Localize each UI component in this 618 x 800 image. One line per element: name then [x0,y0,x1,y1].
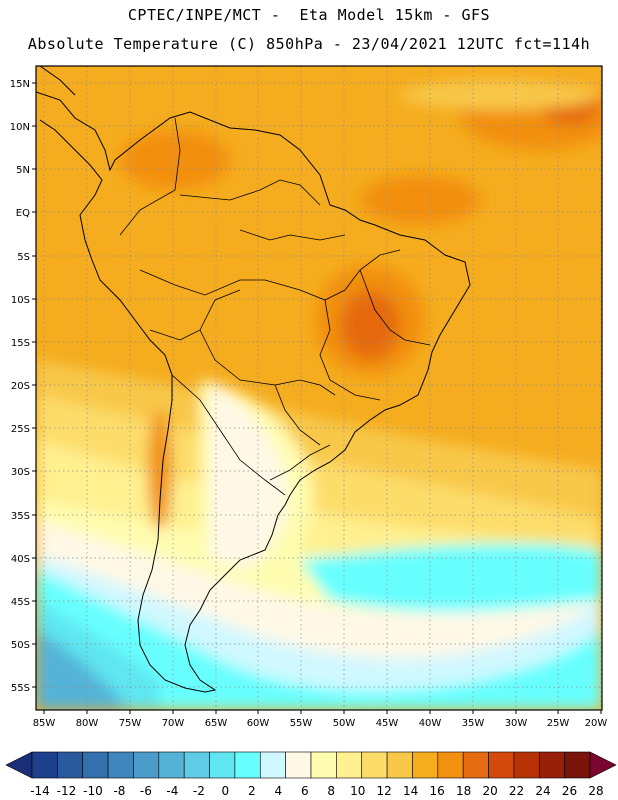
lat-label: 5N [16,165,30,176]
colorbar-swatch [412,751,439,779]
lon-label: 40W [419,718,442,729]
colorbar-swatch [336,751,363,779]
colorbar-swatch [31,751,58,779]
lon-label: 45W [376,718,399,729]
colorbar-tick-label: 2 [248,784,256,798]
colorbar-swatch [285,751,312,779]
colorbar-swatch [386,751,413,779]
lat-label: 15N [10,79,30,90]
colorbar-tick-label: 26 [562,784,577,798]
lon-label: 85W [33,718,56,729]
colorbar-swatch [564,751,591,779]
lon-label: 20W [585,718,608,729]
lon-label: 55W [290,718,313,729]
country-borders [119,117,431,496]
lat-label: 25S [11,424,30,435]
colorbar-tick-label: -6 [140,784,152,798]
colorbar-tick-label: 8 [327,784,335,798]
colorbar-swatch [158,751,185,779]
colorbar-swatch [57,751,84,779]
colorbar-tick-label: -2 [193,784,205,798]
colorbar-tick-label: 28 [588,784,603,798]
colorbar-tick-label: -10 [83,784,103,798]
lat-label: 50S [11,640,30,651]
colorbar-swatch [209,751,236,779]
map-frame [35,65,603,711]
colorbar [5,751,617,779]
temperature-field [36,66,602,710]
colorbar-swatch [437,751,464,779]
colorbar-swatch [361,751,388,779]
map-graticule [36,66,602,710]
lon-label: 30W [505,718,528,729]
colorbar-swatch [310,751,337,779]
colorbar-labels: -14 -12 -10 -8 -6 -4 -2 0 2 4 6 8 10 12 14 16 18 20 22 24 26… [30,784,603,798]
colorbar-tick-label: 6 [301,784,309,798]
lon-label: 65W [205,718,228,729]
lon-label: 80W [76,718,99,729]
lon-label: 35W [462,718,485,729]
colorbar-low-arrow [5,751,33,779]
lat-label: 35S [11,511,30,522]
colorbar-tick-label: 4 [274,784,282,798]
colorbar-tick-label: -12 [57,784,77,798]
lon-label: 70W [162,718,185,729]
colorbar-tick-label: 22 [509,784,524,798]
colorbar-swatch [462,751,489,779]
lon-label: 75W [119,718,142,729]
colorbar-swatch [538,751,565,779]
colorbar-tick-label: 18 [456,784,471,798]
longitude-labels: 85W 80W 75W 70W 65W 60W 55W 50W 45W 40W … [33,718,608,729]
lat-label: 55S [11,683,30,694]
map-subtitle: Absolute Temperature (C) 850hPa - 23/04/… [27,35,591,53]
map-title: CPTEC/INPE/MCT - Eta Model 15km - GFS [127,6,491,24]
colorbar-tick-label: 16 [430,784,445,798]
colorbar-tick-label: 0 [222,784,230,798]
lon-label: 50W [333,718,356,729]
colorbar-tick-label: 12 [377,784,392,798]
lat-label: 20S [11,381,30,392]
colorbar-tick-label: -4 [166,784,178,798]
colorbar-tick-label: -8 [113,784,125,798]
lat-label: EQ [16,208,30,219]
colorbar-swatch [513,751,540,779]
colorbar-swatch [183,751,210,779]
lat-label: 10N [10,122,30,133]
lon-label: 25W [547,718,570,729]
lat-label: 40S [11,554,30,565]
colorbar-swatch [234,751,261,779]
lat-label: 30S [11,467,30,478]
colorbar-tick-label: -14 [30,784,50,798]
lat-label: 15S [11,338,30,349]
coastline [36,66,471,693]
lat-label: 10S [11,295,30,306]
colorbar-swatch [82,751,109,779]
latitude-labels: 15N 10N 5N EQ 5S 10S 15S 20S 25S 30S 35S… [10,79,30,694]
colorbar-high-arrow [589,751,617,779]
axis-ticks [32,82,602,714]
colorbar-swatch [488,751,515,779]
colorbar-tick-label: 10 [350,784,365,798]
colorbar-swatch [259,751,286,779]
colorbar-swatch [107,751,134,779]
colorbar-tick-label: 14 [403,784,418,798]
lat-label: 45S [11,597,30,608]
colorbar-tick-label: 24 [535,784,550,798]
lon-label: 60W [247,718,270,729]
colorbar-tick-label: 20 [482,784,497,798]
colorbar-swatch [133,751,160,779]
lat-label: 5S [17,252,30,263]
